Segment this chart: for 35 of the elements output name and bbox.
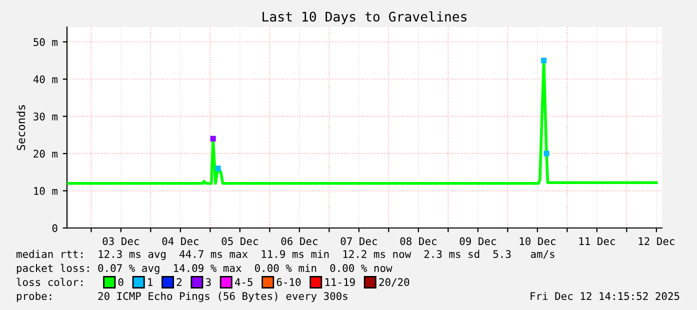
y-tick-label: 30 m bbox=[34, 112, 58, 120]
legend-label: 4-5 bbox=[234, 278, 252, 286]
y-tick-label: 0 bbox=[52, 224, 58, 232]
y-tick-label: 50 m bbox=[34, 38, 58, 46]
y-tick-label: 20 m bbox=[34, 150, 58, 158]
text: median rtt: 12.3 ms avg 44.7 ms max 11.9 ms min 12.2 ms now 2.3 ms sd 5.3 am/s bbox=[16, 250, 554, 260]
x-tick-label: 08 Dec bbox=[400, 237, 436, 246]
text: Fri Dec 12 14:15:52 2025 bbox=[530, 292, 680, 300]
legend-label: 20/20 bbox=[379, 278, 410, 287]
point bbox=[544, 150, 550, 156]
legend-title: loss color: bbox=[16, 278, 82, 286]
point bbox=[541, 58, 547, 64]
x-tick-label: 03 Dec bbox=[102, 237, 139, 246]
legend-label: 0 bbox=[118, 278, 124, 286]
x-tick-label: 06 Dec bbox=[281, 237, 318, 246]
x-tick-label: 05 Dec bbox=[222, 237, 258, 246]
x-tick-label: 07 Dec bbox=[340, 237, 377, 246]
legend-label: 2 bbox=[176, 278, 182, 286]
text: probe: 20 ICMP Echo Pings (56 Bytes) every 300s bbox=[16, 292, 348, 302]
y-tick-label: 40 m bbox=[33, 75, 58, 84]
legend-label: 11-19 bbox=[325, 278, 355, 286]
x-tick-label: 10 Dec bbox=[520, 237, 556, 246]
x-tick-label: 04 Dec bbox=[162, 237, 198, 246]
legend-label: 6-10 bbox=[276, 278, 301, 286]
point bbox=[215, 166, 221, 172]
x-tick-label: 12 Dec bbox=[638, 237, 674, 246]
y-tick-label: 10 m bbox=[34, 187, 58, 195]
text: packet loss: 0.07 % avg 14.09 % max 0.00 % min 0.00 % now bbox=[16, 264, 392, 274]
x-tick-label: 09 Dec bbox=[460, 237, 496, 246]
legend-label: 3 bbox=[206, 278, 211, 286]
y-axis-title: Seconds bbox=[16, 105, 26, 150]
chart-title: Last 10 Days to Gravelines bbox=[262, 11, 466, 24]
point bbox=[210, 136, 216, 142]
x-tick-label: 11 Dec bbox=[579, 237, 615, 246]
legend-label: 1 bbox=[148, 278, 152, 286]
